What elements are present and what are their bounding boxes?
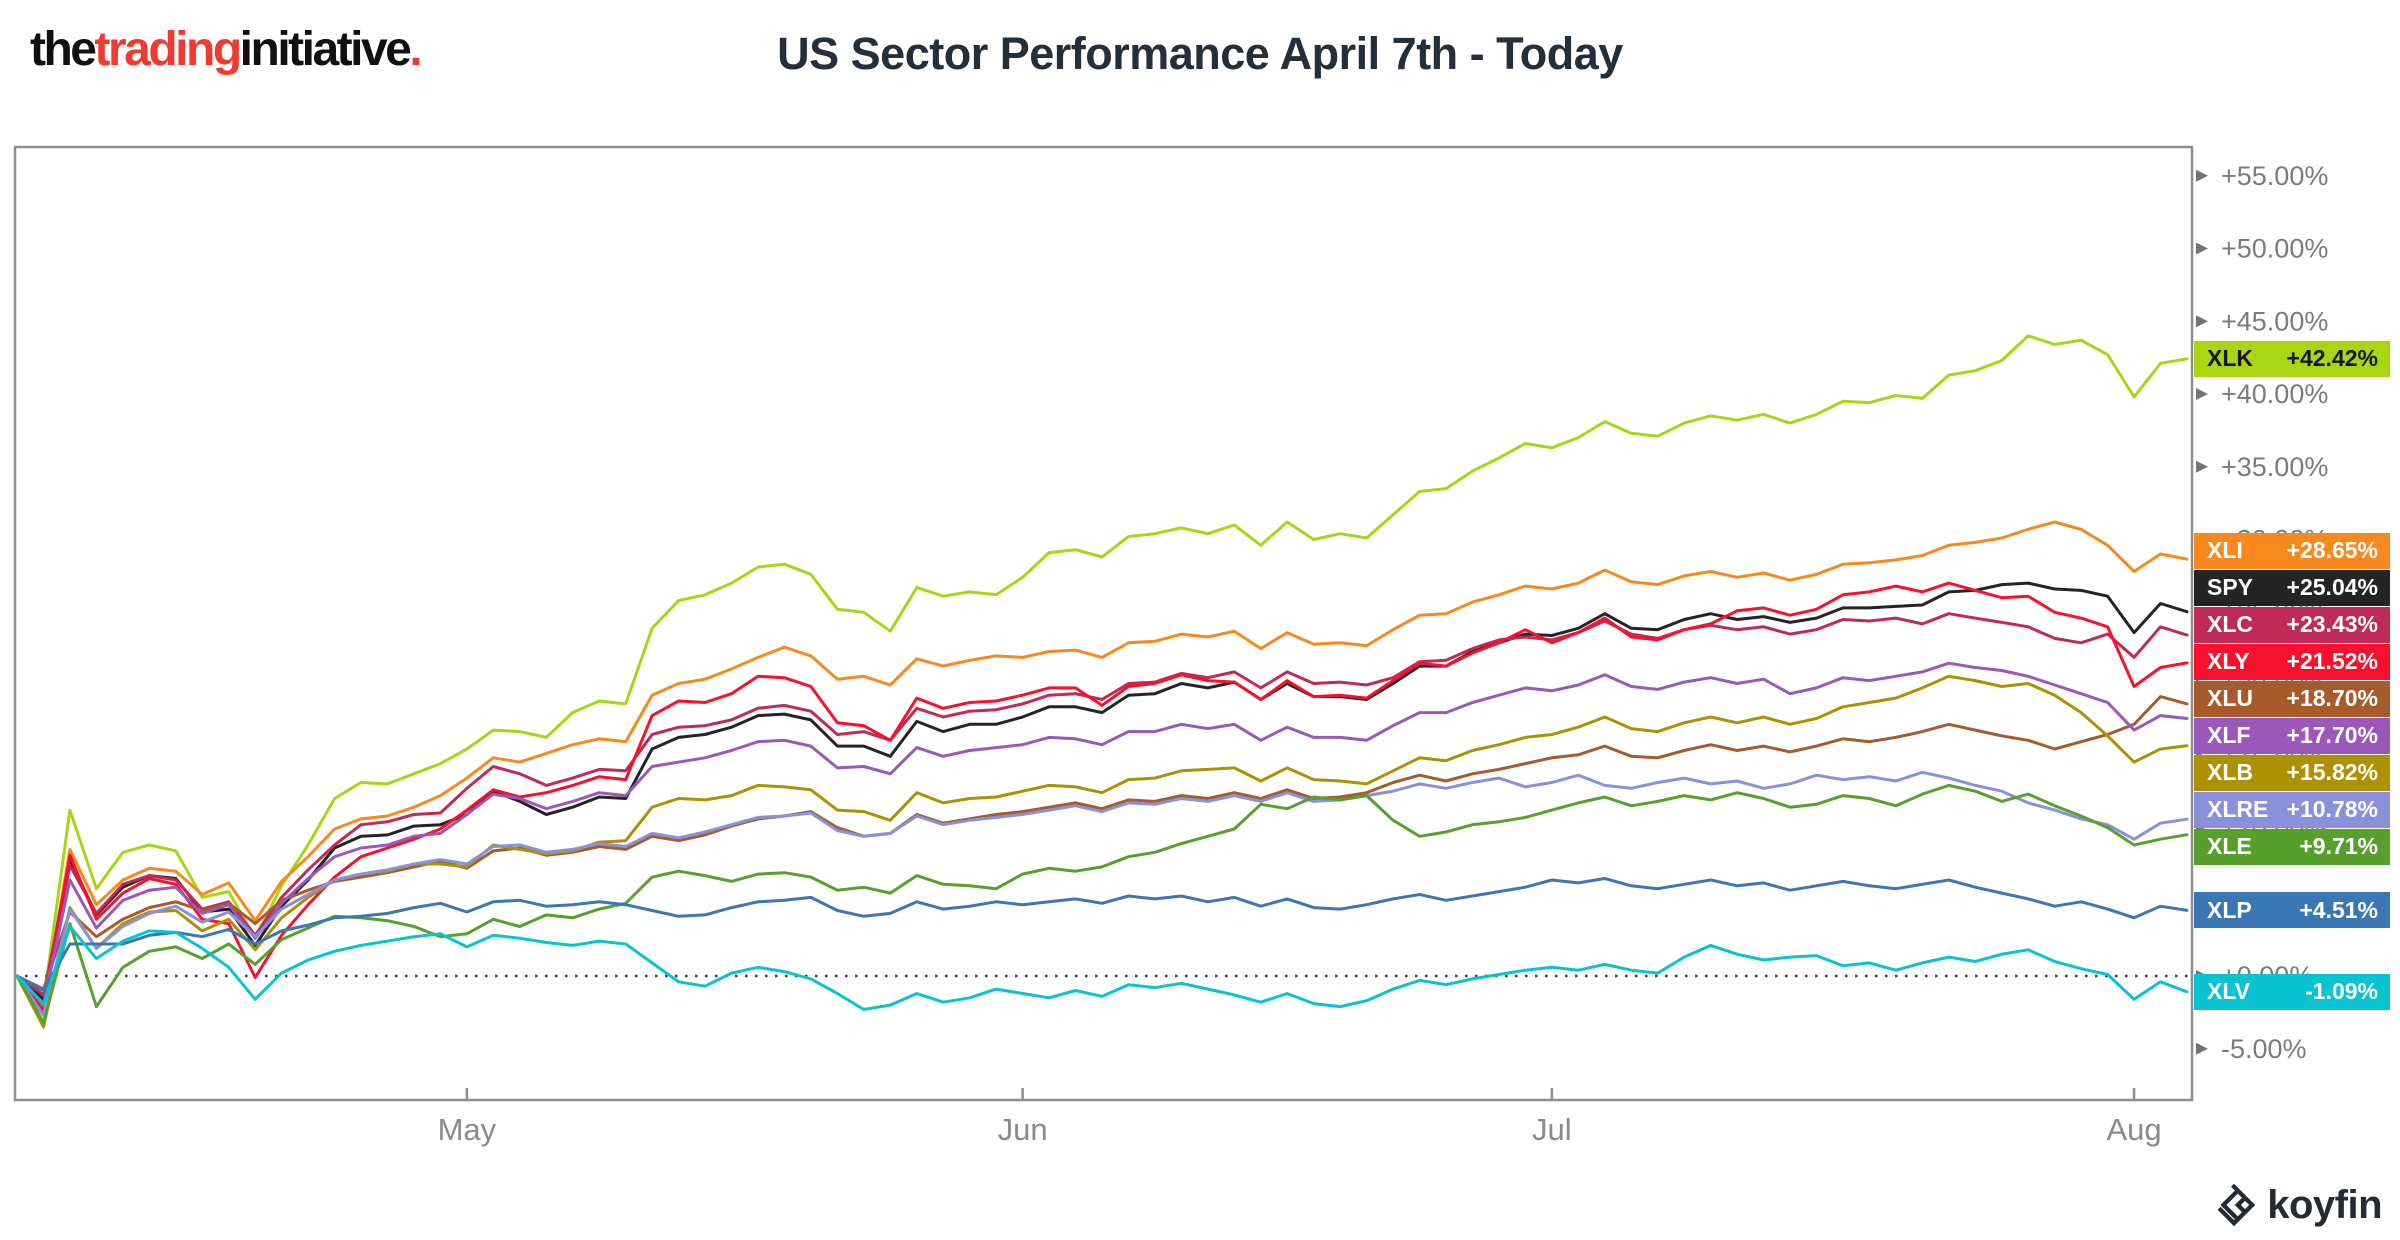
series-badge-xly[interactable]: XLY +21.52% xyxy=(2194,643,2390,680)
series-line-xlc[interactable] xyxy=(15,612,2189,997)
series-line-xly[interactable] xyxy=(15,581,2189,1013)
series-badge-spy[interactable]: SPY +25.04% xyxy=(2194,569,2390,606)
badge-ticker: XLK xyxy=(2207,345,2253,372)
badge-value: +42.42% xyxy=(2286,345,2378,372)
x-axis-month-label: Jul xyxy=(1532,1112,1572,1147)
badge-ticker: XLY xyxy=(2207,648,2250,675)
koyfin-logo-icon xyxy=(2217,1183,2256,1227)
plot-border xyxy=(13,145,2194,1102)
logo-part-the: the xyxy=(30,23,97,76)
y-axis-tick-label: -5.00% xyxy=(2221,1034,2307,1064)
x-axis-month-label: Jun xyxy=(998,1112,1048,1147)
trading-initiative-logo: thetradinginitiative. xyxy=(30,22,423,77)
y-axis-tick-label: +45.00% xyxy=(2221,306,2328,336)
series-line-xlv[interactable] xyxy=(15,925,2189,1011)
series-badge-xlk[interactable]: XLK +42.42% xyxy=(2194,340,2390,377)
y-axis-tick-label: +50.00% xyxy=(2221,234,2328,264)
series-badge-xlv[interactable]: XLV -1.09% xyxy=(2194,973,2390,1010)
badge-ticker: XLRE xyxy=(2207,796,2269,823)
series-line-spy[interactable] xyxy=(15,581,2189,1001)
series-line-xlre[interactable] xyxy=(15,770,2189,1017)
badge-value: +28.65% xyxy=(2286,537,2378,564)
y-axis-tick-label: +40.00% xyxy=(2221,379,2328,409)
logo-part-initiative: initiative xyxy=(239,23,412,76)
koyfin-watermark: koyfin xyxy=(2211,1182,2382,1228)
series-line-xlf[interactable] xyxy=(15,661,2189,1007)
badge-value: +23.43% xyxy=(2286,611,2378,638)
badge-ticker: XLC xyxy=(2207,611,2253,638)
badge-value: +10.78% xyxy=(2286,796,2378,823)
badge-value: +15.82% xyxy=(2286,759,2378,786)
y-tick-arrow-icon xyxy=(2196,242,2208,255)
badge-value: +4.51% xyxy=(2299,896,2378,923)
badge-ticker: XLB xyxy=(2207,759,2253,786)
badge-value: +21.52% xyxy=(2286,648,2378,675)
series-lines xyxy=(15,334,2189,1029)
y-tick-arrow-icon xyxy=(2196,169,2208,182)
series-badge-xlc[interactable]: XLC +23.43% xyxy=(2194,606,2390,643)
series-line-xlb[interactable] xyxy=(15,674,2189,1029)
badge-value: +25.04% xyxy=(2286,574,2378,601)
series-line-xlk[interactable] xyxy=(15,334,2189,1004)
y-tick-arrow-icon xyxy=(2196,1042,2208,1055)
x-axis-month-label: Aug xyxy=(2106,1112,2161,1147)
series-badge-xle[interactable]: XLE +9.71% xyxy=(2194,828,2390,865)
x-axis: May Jun Jul Aug xyxy=(438,1088,2162,1147)
y-tick-arrow-icon xyxy=(2196,388,2208,400)
badge-ticker: XLU xyxy=(2207,685,2253,712)
series-line-xlp[interactable] xyxy=(15,877,2189,992)
series-badge-xlu[interactable]: XLU +18.70% xyxy=(2194,680,2390,717)
series-badge-xlb[interactable]: XLB +15.82% xyxy=(2194,754,2390,791)
series-line-xle[interactable] xyxy=(15,783,2189,1025)
series-badge-xli[interactable]: XLI +28.65% xyxy=(2194,532,2390,569)
badge-ticker: XLE xyxy=(2207,833,2252,860)
series-line-xli[interactable] xyxy=(15,520,2189,1009)
badge-value: -1.09% xyxy=(2305,978,2378,1005)
koyfin-logo-text: koyfin xyxy=(2267,1182,2382,1227)
y-axis-tick-label: +55.00% xyxy=(2221,161,2328,191)
badge-ticker: XLI xyxy=(2207,537,2243,564)
badge-value: +9.71% xyxy=(2299,833,2378,860)
badge-value: +18.70% xyxy=(2286,685,2378,712)
badge-ticker: XLF xyxy=(2207,722,2251,749)
series-line-xlu[interactable] xyxy=(15,695,2189,991)
badge-ticker: XLV xyxy=(2207,978,2251,1005)
series-badge-xlre[interactable]: XLRE +10.78% xyxy=(2194,791,2390,828)
logo-part-trading: trading xyxy=(94,23,243,76)
badge-ticker: XLP xyxy=(2207,896,2252,923)
x-axis-month-label: May xyxy=(438,1112,497,1147)
y-tick-arrow-icon xyxy=(2196,315,2208,328)
y-tick-arrow-icon xyxy=(2196,460,2208,473)
series-badge-xlf[interactable]: XLF +17.70% xyxy=(2194,717,2390,754)
badge-ticker: SPY xyxy=(2207,574,2254,601)
y-axis-tick-label: +35.00% xyxy=(2221,452,2328,482)
badge-value: +17.70% xyxy=(2286,722,2378,749)
logo-part-dot: . xyxy=(409,23,422,76)
series-badge-xlp[interactable]: XLP +4.51% xyxy=(2194,892,2390,929)
page-title: US Sector Performance April 7th - Today xyxy=(777,28,1623,79)
